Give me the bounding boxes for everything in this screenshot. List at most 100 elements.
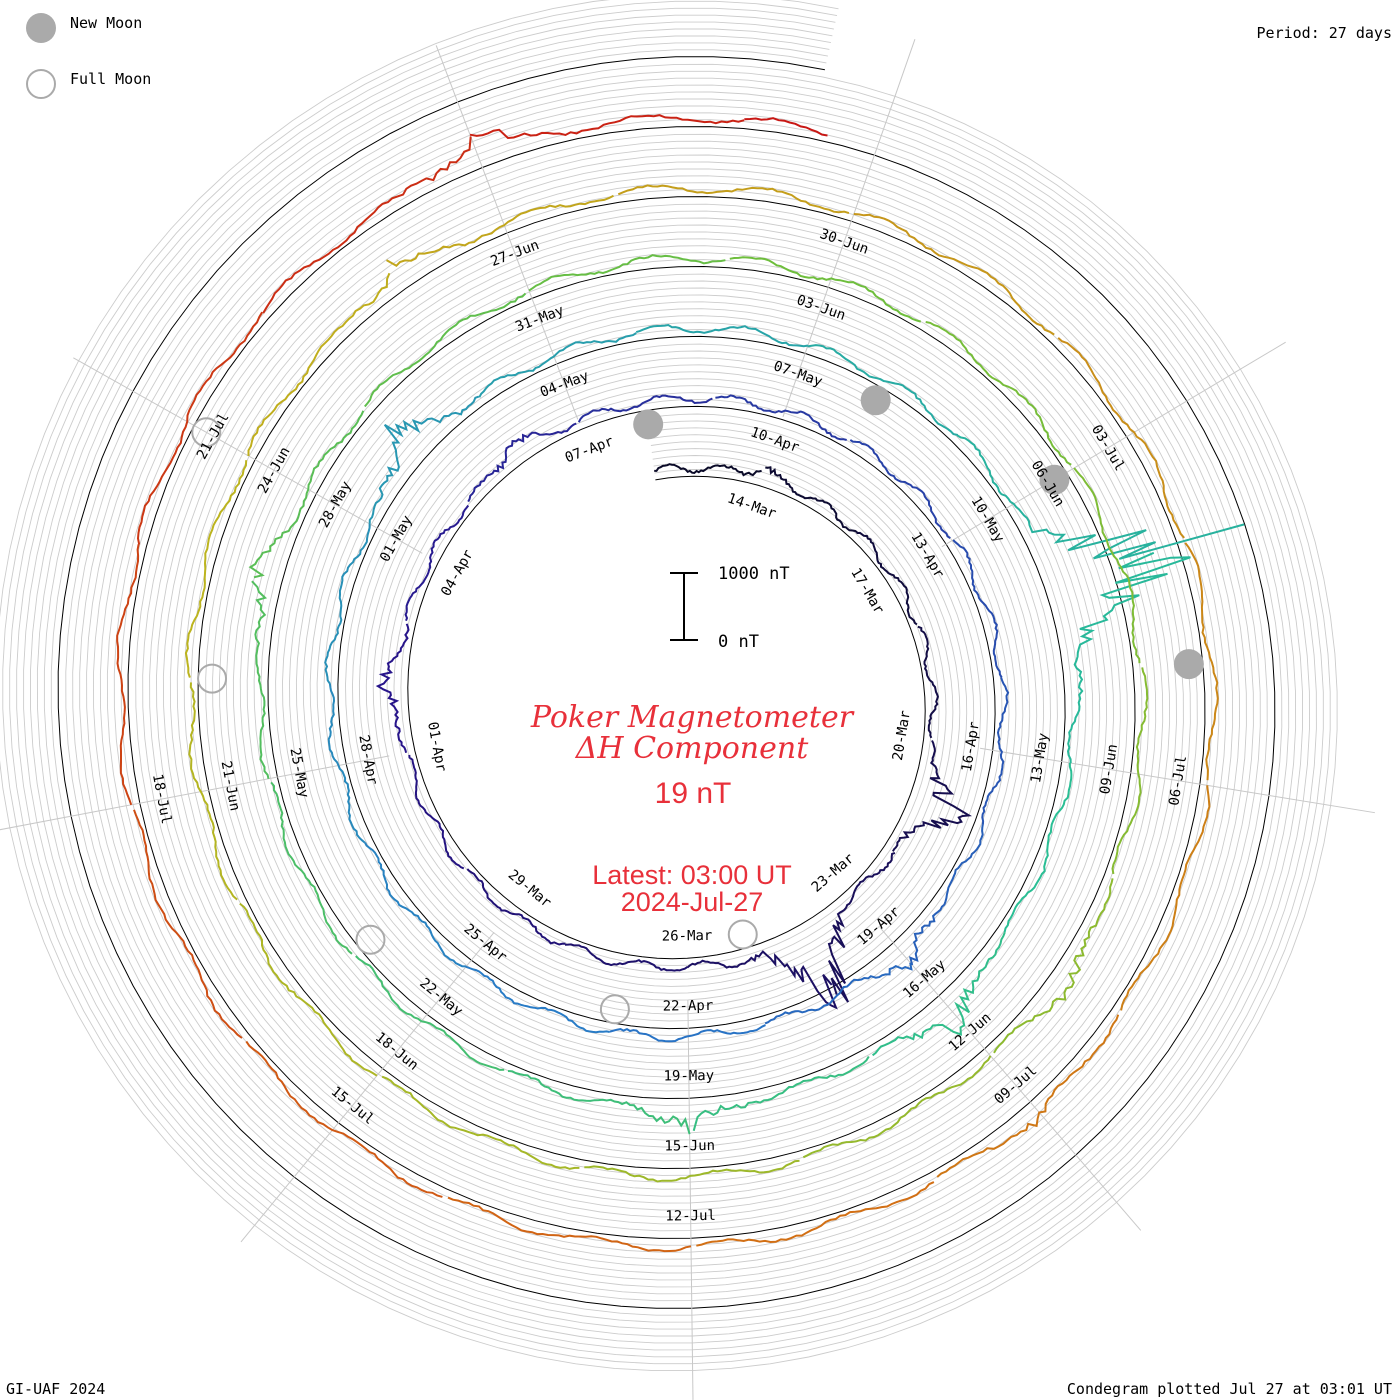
date-label: 15-Jul bbox=[328, 1084, 377, 1128]
spiral-grid bbox=[0, 0, 1338, 1372]
new-moon-legend-icon bbox=[26, 13, 56, 43]
date-spoke bbox=[980, 747, 1375, 814]
full-moon-marker bbox=[355, 924, 386, 955]
trace-segment bbox=[871, 932, 1006, 1057]
new-moon-marker bbox=[633, 409, 664, 440]
date-label: 30-Jun bbox=[818, 226, 871, 258]
date-label: 09-Jul bbox=[991, 1063, 1040, 1108]
trace-segment bbox=[355, 955, 505, 1071]
spiral-grid-line bbox=[30, 28, 1303, 1337]
date-label: 10-Apr bbox=[748, 424, 801, 456]
moon-phase-markers bbox=[191, 385, 1204, 1025]
trace-segment bbox=[925, 321, 1072, 466]
spiral-grid-line bbox=[16, 14, 1317, 1351]
trace-segment bbox=[802, 1055, 992, 1159]
trace-segment bbox=[584, 1159, 800, 1183]
trace-segment bbox=[247, 272, 391, 456]
date-label: 19-May bbox=[663, 1068, 714, 1085]
trace-segment bbox=[251, 580, 270, 780]
trace-segment bbox=[239, 902, 378, 1077]
period-label: Period: 27 days bbox=[1257, 24, 1392, 42]
date-label: 07-May bbox=[771, 358, 824, 390]
date-spoke bbox=[240, 931, 495, 1243]
trace-segment bbox=[849, 439, 951, 539]
magnetometer-trace bbox=[116, 114, 1245, 1253]
trace-segment bbox=[564, 943, 688, 972]
spiral-grid-line bbox=[0, 0, 1338, 1372]
spiral-grid-line bbox=[43, 42, 1290, 1323]
trace-segment bbox=[324, 523, 371, 685]
trace-segment bbox=[853, 213, 1055, 336]
new-moon-marker bbox=[860, 385, 891, 416]
trace-segment bbox=[856, 531, 918, 626]
trace-segment bbox=[729, 256, 922, 323]
date-spoke bbox=[0, 755, 390, 831]
trace-segment bbox=[447, 1196, 692, 1253]
trace-segment bbox=[654, 463, 762, 477]
date-label: 09-Jun bbox=[1097, 743, 1121, 795]
date-label: 18-Jun bbox=[372, 1029, 421, 1073]
date-label: 22-May bbox=[416, 975, 465, 1019]
date-label: 21-Jun bbox=[218, 760, 243, 813]
full-moon-legend-icon bbox=[26, 69, 56, 99]
trace-segment bbox=[478, 332, 637, 398]
date-label: 04-May bbox=[538, 368, 591, 401]
trace-segment bbox=[466, 868, 566, 946]
trace-segment bbox=[1057, 337, 1185, 539]
date-label: 25-May bbox=[286, 747, 311, 800]
chart-title: Poker Magnetometer bbox=[530, 700, 855, 735]
new-moon-marker bbox=[1039, 464, 1070, 495]
trace-segment bbox=[917, 625, 939, 739]
trace-segment bbox=[327, 683, 366, 844]
trace-segment bbox=[692, 1055, 870, 1132]
trace-segment bbox=[686, 950, 838, 1010]
trace-segment bbox=[245, 1040, 443, 1198]
date-spoke bbox=[435, 45, 579, 420]
trace-segment bbox=[465, 965, 610, 1034]
latest-time: Latest: 03:00 UT bbox=[592, 860, 792, 890]
spiral-grid-line bbox=[50, 49, 1283, 1316]
date-label: 28-Apr bbox=[355, 734, 380, 787]
trace-segment bbox=[386, 194, 614, 267]
scale-bar: 1000 nT 0 nT bbox=[670, 564, 790, 652]
trace-segment bbox=[136, 311, 264, 545]
trace-segment bbox=[635, 323, 809, 348]
spiral-grid-line bbox=[9, 7, 1324, 1358]
date-spoke bbox=[941, 341, 1286, 548]
trace-segment bbox=[696, 1181, 935, 1247]
trace-segment bbox=[467, 422, 577, 503]
date-label: 13-May bbox=[1028, 732, 1052, 784]
plotted-label: Condegram plotted Jul 27 at 03:01 UT bbox=[1067, 1380, 1392, 1398]
new-moon-marker bbox=[1173, 649, 1204, 680]
date-spoke bbox=[687, 999, 694, 1400]
date-label: 26-Mar bbox=[662, 928, 713, 945]
trace-segment bbox=[956, 434, 1245, 560]
date-label: 14-Mar bbox=[725, 490, 778, 522]
scale-bar-top-label: 1000 nT bbox=[718, 564, 790, 584]
trace-segment bbox=[364, 842, 467, 968]
trace-segment bbox=[408, 754, 465, 870]
trace-segment bbox=[404, 504, 470, 622]
trace-segment bbox=[764, 962, 913, 1025]
trace-segment bbox=[993, 878, 1114, 1054]
trace-segment bbox=[528, 254, 726, 292]
date-label: 19-Apr bbox=[854, 904, 903, 949]
date-label: 04-Apr bbox=[438, 547, 477, 599]
spiral-baseline bbox=[57, 56, 1276, 1309]
trace-segment bbox=[827, 851, 896, 1003]
date-spoke bbox=[879, 926, 1142, 1231]
date-label: 06-Jul bbox=[1166, 754, 1190, 806]
date-label: 12-Jul bbox=[665, 1208, 716, 1225]
trace-segment bbox=[248, 410, 365, 579]
date-label: 31-May bbox=[513, 303, 566, 336]
trace-segment bbox=[507, 1070, 691, 1135]
date-label: 16-Apr bbox=[959, 721, 983, 773]
trace-segment bbox=[908, 824, 984, 966]
date-label: 29-Mar bbox=[505, 867, 554, 911]
trace-segment bbox=[1111, 667, 1149, 875]
trace-segment bbox=[936, 1014, 1120, 1178]
trace-segment bbox=[1066, 551, 1191, 764]
trace-segment bbox=[952, 539, 1003, 678]
trace-segment bbox=[981, 677, 1010, 825]
trace-segment bbox=[469, 114, 745, 140]
